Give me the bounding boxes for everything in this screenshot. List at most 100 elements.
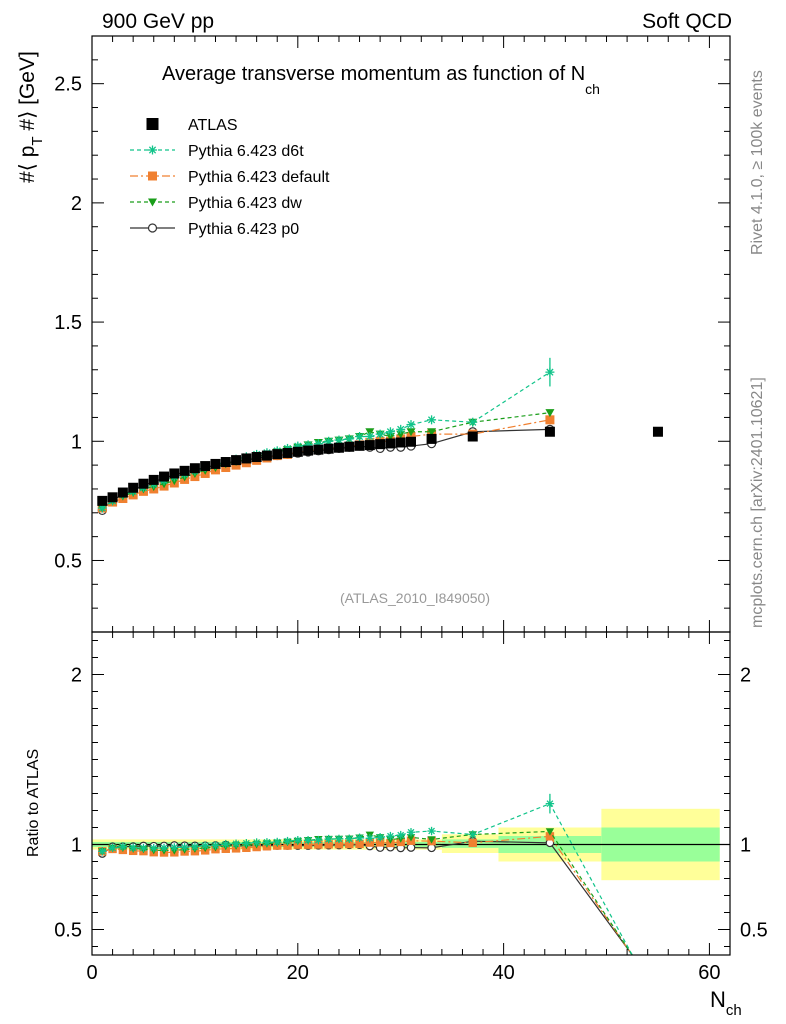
ratio-1-point-4 <box>139 843 148 853</box>
y-tick-label-2: 1.5 <box>54 312 82 334</box>
atlas-point-3 <box>128 482 139 493</box>
ratio-tick-label-right-1: 1 <box>740 835 751 857</box>
series-1-point-27 <box>375 429 385 439</box>
ratio-2-point-33 <box>545 832 555 841</box>
header-right: Soft QCD <box>642 10 732 33</box>
x-tick-label-3: 60 <box>698 962 720 984</box>
ratio-2-point-22 <box>324 840 333 849</box>
series-3-point-33 <box>545 409 555 418</box>
header-left: 900 GeV pp <box>102 10 214 33</box>
ratio-1-point-29 <box>396 830 405 840</box>
ratio-tick-label-right-2: 2 <box>740 665 751 687</box>
ratio-1-point-10 <box>200 841 210 850</box>
ratio-y-label: Ratio to ATLAS <box>25 749 42 857</box>
atlas-point-4 <box>138 478 149 489</box>
ratio-3-point-33 <box>545 828 555 836</box>
atlas-point-24 <box>344 441 355 452</box>
atlas-point-26 <box>364 440 375 451</box>
atlas-point-14 <box>241 453 252 464</box>
atlas-point-29 <box>395 437 406 448</box>
series-3-point-28 <box>385 433 395 442</box>
ratio-1-point-22 <box>324 834 333 844</box>
ratio-1-point-3 <box>128 843 138 852</box>
atlas-point-6 <box>159 471 170 482</box>
y-tick-label-4: 2.5 <box>54 74 82 96</box>
atlas-point-9 <box>189 463 200 474</box>
chart-title: Average transverse momentum as function … <box>162 63 600 97</box>
atlas-point-28 <box>385 438 396 449</box>
ratio-1-point-21 <box>314 835 323 845</box>
atlas-point-10 <box>200 461 211 472</box>
atlas-point-25 <box>354 440 365 451</box>
atlas-point-12 <box>220 457 231 468</box>
atlas-point-22 <box>323 443 334 454</box>
atlas-point-21 <box>313 444 324 455</box>
ratio-1-point-2 <box>118 842 128 851</box>
ratio-1-point-25 <box>355 833 364 842</box>
legend-item-3: Pythia 6.423 dw <box>130 195 302 212</box>
legend-marker-1 <box>148 145 157 155</box>
atlas-point-13 <box>231 455 242 466</box>
atlas-point-23 <box>333 442 344 453</box>
atlas-point-27 <box>375 439 386 450</box>
ratio-2-point-25 <box>355 839 364 849</box>
ratio-1-point-30 <box>406 828 416 837</box>
series-3-point-30 <box>406 428 416 437</box>
atlas-point-8 <box>179 465 190 476</box>
ratio-series <box>97 793 633 956</box>
mcplots-label: mcplots.cern.ch [arXiv:2401.10621] <box>749 377 766 628</box>
atlas-point-11 <box>210 458 221 469</box>
ratio-1-point-27 <box>375 833 385 842</box>
main-series <box>97 357 663 516</box>
series-1-point-32 <box>468 417 478 427</box>
atlas-point-33 <box>544 426 555 437</box>
ratio-4-point-30 <box>406 843 416 852</box>
y-tick-label-3: 2 <box>71 193 82 215</box>
axes: 0 20 40 60 0.5 1 1.5 2 2.5 0.5 0.5 1 1 2 2 <box>54 35 768 984</box>
legend-label-3: Pythia 6.423 dw <box>188 195 302 212</box>
series-1-point-25 <box>355 432 365 442</box>
x-tick-label-2: 40 <box>492 962 514 984</box>
y-axis-label: #⟨ pT #⟩ [GeV] <box>16 51 46 183</box>
svg-text:#⟨ pT #⟩ [GeV]: #⟨ pT #⟩ [GeV] <box>16 51 46 183</box>
ratio-1-point-28 <box>386 831 395 841</box>
ratio-1-point-0 <box>98 847 107 856</box>
ratio-1-point-12 <box>221 839 230 849</box>
series-1-point-0 <box>97 503 107 513</box>
ratio-3-point-30 <box>406 834 416 842</box>
legend-label-0: ATLAS <box>188 117 238 134</box>
ratio-1-point-18 <box>283 836 292 846</box>
legend-item-0: ATLAS <box>146 117 238 134</box>
ratio-1-point-32 <box>468 830 477 839</box>
series-1-point-30 <box>406 420 416 430</box>
atlas-point-19 <box>292 446 303 457</box>
ratio-2-point-27 <box>375 838 385 847</box>
ratio-tick-label-right-0: 0.5 <box>740 920 768 942</box>
ratio-1-point-26 <box>365 834 375 843</box>
atlas-point-34 <box>652 426 663 437</box>
ratio-2-point-20 <box>303 840 313 849</box>
ratio-tick-label-left-1: 1 <box>71 835 82 857</box>
y-tick-label-0: 0.5 <box>54 550 82 572</box>
atlas-point-17 <box>272 449 283 460</box>
ratio-2-point-26 <box>365 838 375 847</box>
series-line-1 <box>101 371 551 509</box>
series-2-point-30 <box>406 432 416 442</box>
ratio-1-point-20 <box>303 836 313 845</box>
atlas-point-32 <box>467 431 478 442</box>
legend-label-4: Pythia 6.423 p0 <box>188 221 299 238</box>
ratio-2-point-32 <box>468 838 477 848</box>
legend-item-2: Pythia 6.423 default <box>130 169 330 186</box>
y-tick-label-1: 1 <box>71 431 82 453</box>
ratio-1-point-13 <box>231 839 241 848</box>
x-tick-label-0: 0 <box>86 962 97 984</box>
series-line-2 <box>101 419 551 509</box>
series-1-point-31 <box>427 415 437 425</box>
ratio-frame <box>91 631 731 956</box>
ratio-line-1 <box>102 802 633 956</box>
x-axis-label: Nch <box>710 987 742 1019</box>
legend-item-4: Pythia 6.423 p0 <box>130 221 299 238</box>
ratio-1-point-15 <box>252 838 261 847</box>
ratio-1-point-1 <box>108 843 117 853</box>
